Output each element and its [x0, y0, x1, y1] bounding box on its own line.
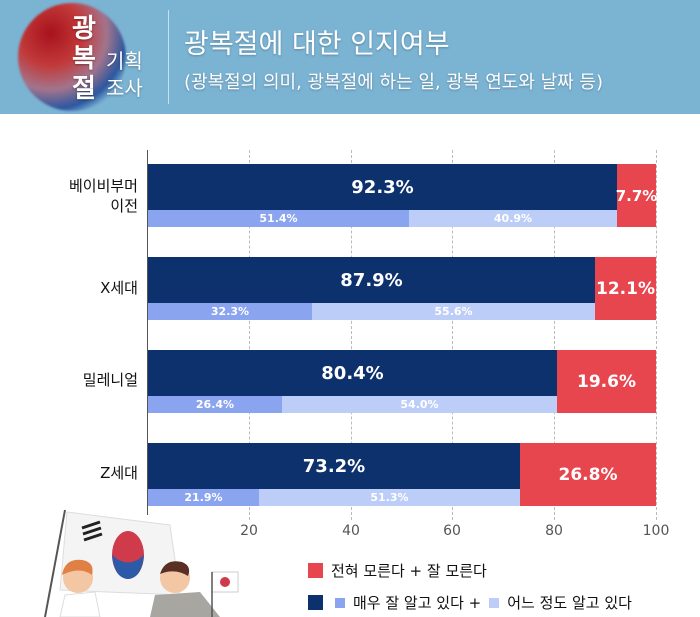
chart-title: 광복절에 대한 인지여부: [184, 29, 450, 60]
x-tick: 40: [342, 523, 360, 539]
children-with-flag-illustration: [44, 509, 239, 617]
bar-aware-total: 87.9%: [148, 257, 595, 303]
x-tick: 100: [642, 523, 670, 539]
bar-very-well: 21.9%: [148, 489, 259, 506]
gridline-60: [452, 150, 453, 520]
bar-very-well: 51.4%: [148, 210, 409, 227]
logo-char: 절: [72, 74, 96, 104]
bar-somewhat: 54.0%: [282, 396, 557, 413]
taegeuk-logo-icon: [18, 3, 126, 111]
logo-sub-line: 기획: [106, 49, 143, 73]
bar-aware-total: 73.2%: [148, 443, 520, 489]
chart-subtitle: (광복절의 의미, 광복절에 하는 일, 광복 연도와 날짜 등): [184, 72, 604, 93]
logo-sub-line: 조사: [106, 76, 143, 100]
category-label-millennial: 밀레니얼: [82, 371, 138, 389]
legend-item-aware: 매우 잘 알고 있다 + 어느 정도 알고 있다: [308, 592, 632, 613]
bar-very-well: 26.4%: [148, 396, 282, 413]
logo-char: 복: [72, 44, 96, 74]
legend-label: 매우 잘 알고 있다 +: [353, 594, 482, 612]
legend-swatch-red: [308, 563, 323, 578]
logo-char: 광: [72, 14, 96, 44]
gridline-80: [554, 150, 555, 520]
y-axis-line: [147, 150, 148, 515]
legend-label: 전혀 모른다 + 잘 모른다: [331, 562, 487, 580]
bar-very-well: 32.3%: [148, 303, 312, 320]
x-tick: 60: [443, 523, 461, 539]
bar-aware-total: 80.4%: [148, 350, 557, 396]
category-label-babyboomer: 베이비부머 이전: [68, 177, 138, 215]
legend-item-unaware: 전혀 모른다 + 잘 모른다: [308, 560, 487, 581]
x-tick: 80: [545, 523, 563, 539]
bar-somewhat: 40.9%: [409, 210, 617, 227]
logo-title: 광 복 절: [68, 14, 100, 104]
x-tick: 20: [240, 523, 258, 539]
legend-swatch-navy: [308, 595, 323, 610]
logo-subtitle: 기획 조사: [106, 48, 143, 102]
bar-unaware: 19.6%: [557, 350, 656, 413]
bar-unaware: 7.7%: [616, 164, 657, 227]
gridline-20: [249, 150, 250, 520]
gridline-40: [351, 150, 352, 520]
legend-label: 어느 정도 알고 있다: [507, 594, 632, 612]
bar-unaware: 12.1%: [595, 257, 656, 320]
legend-swatch-very-well: [335, 597, 345, 608]
bar-somewhat: 55.6%: [312, 303, 595, 320]
category-label-genx: X세대: [100, 279, 138, 297]
bar-aware-total: 92.3%: [148, 164, 617, 210]
bar-unaware: 26.8%: [520, 443, 656, 506]
bar-somewhat: 51.3%: [259, 489, 520, 506]
header-divider: [168, 10, 169, 104]
header-banner: 광 복 절 기획 조사 광복절에 대한 인지여부 (광복절의 의미, 광복절에 …: [0, 0, 700, 114]
category-label-genz: Z세대: [100, 464, 138, 482]
legend-swatch-somewhat: [489, 597, 500, 608]
gridline-100: [656, 150, 657, 520]
